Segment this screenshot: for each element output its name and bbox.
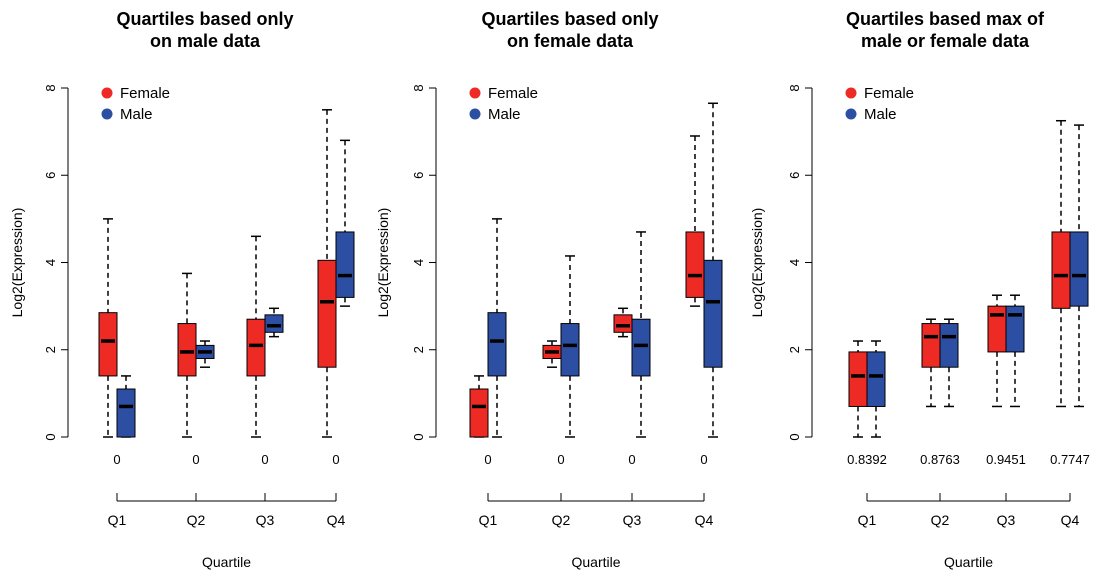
pvalue-label: 0 — [557, 452, 564, 467]
y-tick-label: 2 — [43, 346, 58, 353]
female-box-q4 — [685, 231, 705, 298]
y-tick-label: 2 — [411, 346, 426, 353]
male-box-q3 — [264, 314, 284, 333]
legend-swatch-female — [469, 87, 481, 99]
legend-label-male: Male — [488, 106, 521, 123]
pvalue-label: 0.7747 — [1050, 452, 1090, 467]
y-tick-label: 6 — [787, 172, 802, 179]
y-tick-label: 4 — [43, 259, 58, 266]
x-axis-label: Quartile — [202, 554, 251, 570]
x-tick-label: Q3 — [997, 512, 1016, 528]
legend-swatch-female — [101, 87, 113, 99]
legend-swatch-male — [101, 108, 113, 120]
x-tick-label: Q1 — [479, 512, 498, 528]
female-box-q4 — [317, 259, 337, 368]
y-tick-label: 4 — [787, 259, 802, 266]
female-box-q2 — [177, 323, 197, 377]
female-box-q4 — [1051, 231, 1071, 309]
male-box-q1 — [116, 388, 136, 438]
legend-label-female: Female — [488, 85, 538, 102]
pvalue-label: 0 — [261, 452, 268, 467]
x-tick-label: Q2 — [552, 512, 571, 528]
pvalue-label: 0 — [700, 452, 707, 467]
x-tick-label: Q2 — [931, 512, 950, 528]
pvalue-label: 0.9451 — [986, 452, 1026, 467]
male-box-q4 — [703, 259, 723, 368]
y-tick-label: 8 — [787, 84, 802, 91]
male-box-q4 — [335, 231, 355, 298]
female-box-q3 — [246, 318, 266, 377]
female-box-q3 — [987, 305, 1007, 353]
y-axis-label: Log2(Expression) — [9, 208, 25, 318]
female-box-q2 — [921, 323, 941, 368]
pvalue-label: 0 — [113, 452, 120, 467]
legend-swatch-male — [845, 108, 857, 120]
y-tick-label: 8 — [43, 84, 58, 91]
male-box-q4 — [1069, 231, 1089, 307]
female-box-q1 — [469, 388, 489, 438]
x-tick-label: Q2 — [187, 512, 206, 528]
male-box-q3 — [631, 318, 651, 377]
y-axis-label: Log2(Expression) — [749, 208, 765, 318]
x-tick-label: Q4 — [1061, 512, 1080, 528]
pvalue-label: 0.8763 — [920, 452, 960, 467]
x-tick-label: Q4 — [327, 512, 346, 528]
pvalue-label: 0 — [332, 452, 339, 467]
x-tick-label: Q3 — [256, 512, 275, 528]
female-box-q1 — [848, 351, 868, 407]
male-box-q3 — [1005, 305, 1025, 353]
pvalue-label: 0 — [484, 452, 491, 467]
pvalue-label: 0.8392 — [847, 452, 887, 467]
pvalue-label: 0 — [192, 452, 199, 467]
x-axis-label: Quartile — [571, 554, 620, 570]
legend-label-male: Male — [864, 106, 897, 123]
female-box-q3 — [613, 314, 633, 333]
male-box-q2 — [939, 323, 959, 368]
legend-label-female: Female — [864, 85, 914, 102]
panel-title-1: Quartiles based only on male data — [116, 9, 294, 51]
female-box-q1 — [98, 312, 118, 377]
y-tick-label: 0 — [43, 433, 58, 440]
y-tick-label: 6 — [43, 172, 58, 179]
y-tick-label: 6 — [411, 172, 426, 179]
legend-swatch-female — [845, 87, 857, 99]
y-tick-label: 4 — [411, 259, 426, 266]
y-tick-label: 0 — [787, 433, 802, 440]
y-tick-label: 8 — [411, 84, 426, 91]
legend-label-male: Male — [120, 106, 153, 123]
pvalue-label: 0 — [628, 452, 635, 467]
legend-label-female: Female — [120, 85, 170, 102]
panel-title-3: Quartiles based max of male or female da… — [845, 9, 1045, 51]
panel-title-2: Quartiles based only on female data — [481, 9, 659, 51]
x-tick-label: Q4 — [695, 512, 714, 528]
y-tick-label: 2 — [787, 346, 802, 353]
x-tick-label: Q3 — [623, 512, 642, 528]
y-axis-label: Log2(Expression) — [375, 208, 391, 318]
legend-swatch-male — [469, 108, 481, 120]
male-box-q1 — [487, 312, 507, 377]
x-tick-label: Q1 — [858, 512, 877, 528]
x-axis-label: Quartile — [944, 554, 993, 570]
x-tick-label: Q1 — [108, 512, 127, 528]
y-tick-label: 0 — [411, 433, 426, 440]
male-box-q1 — [866, 351, 886, 407]
male-box-q2 — [560, 323, 580, 377]
